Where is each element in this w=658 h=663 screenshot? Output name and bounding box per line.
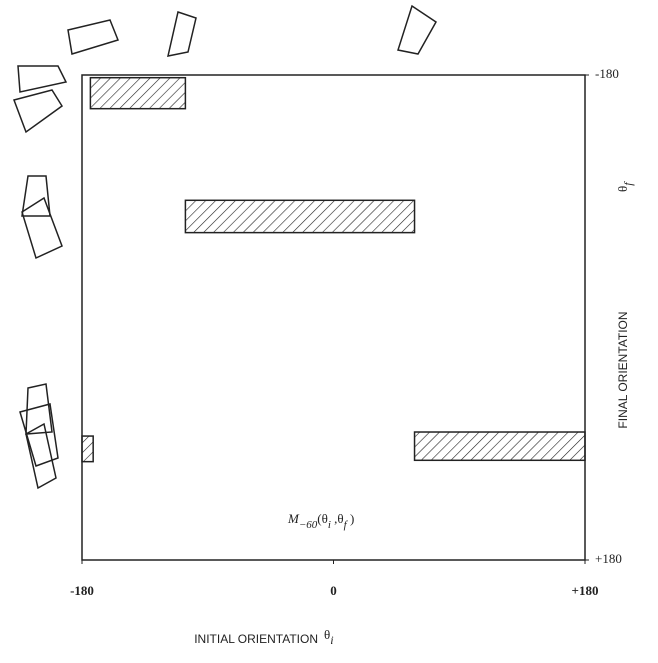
x-tick-label: +180 — [572, 583, 599, 598]
region — [82, 436, 93, 462]
x-axis-symbol: θi — [324, 627, 334, 647]
orientation-sketches — [14, 6, 436, 488]
region — [90, 78, 185, 109]
x-tick-label: 0 — [330, 583, 337, 598]
annotation-part: (θ — [317, 511, 328, 526]
y-symbol-sub: f — [621, 181, 635, 186]
y-axis-label: FINAL ORIENTATION — [616, 311, 630, 428]
y-axis-symbol: θf — [615, 181, 635, 192]
y-tick-label: +180 — [595, 551, 622, 566]
y-tick-label: -180 — [595, 66, 619, 81]
region — [415, 432, 585, 460]
chart: INITIAL ORIENTATION θi FINAL ORIENTATION… — [0, 0, 658, 663]
plot-frame — [82, 75, 585, 560]
x-tick-label: -180 — [70, 583, 94, 598]
y-axis-label-group: FINAL ORIENTATION — [616, 311, 630, 428]
region — [185, 200, 414, 232]
annotation-part: ) — [347, 511, 355, 526]
annotation-part: ,θ — [331, 511, 344, 526]
x-axis-label: INITIAL ORIENTATION — [194, 632, 318, 646]
x-symbol-sub: i — [330, 633, 333, 647]
annotation: M−60(θi ,θf ) — [287, 511, 354, 531]
y-axis-symbol-group: θf — [615, 181, 635, 192]
annotation-part: −60 — [299, 519, 318, 531]
